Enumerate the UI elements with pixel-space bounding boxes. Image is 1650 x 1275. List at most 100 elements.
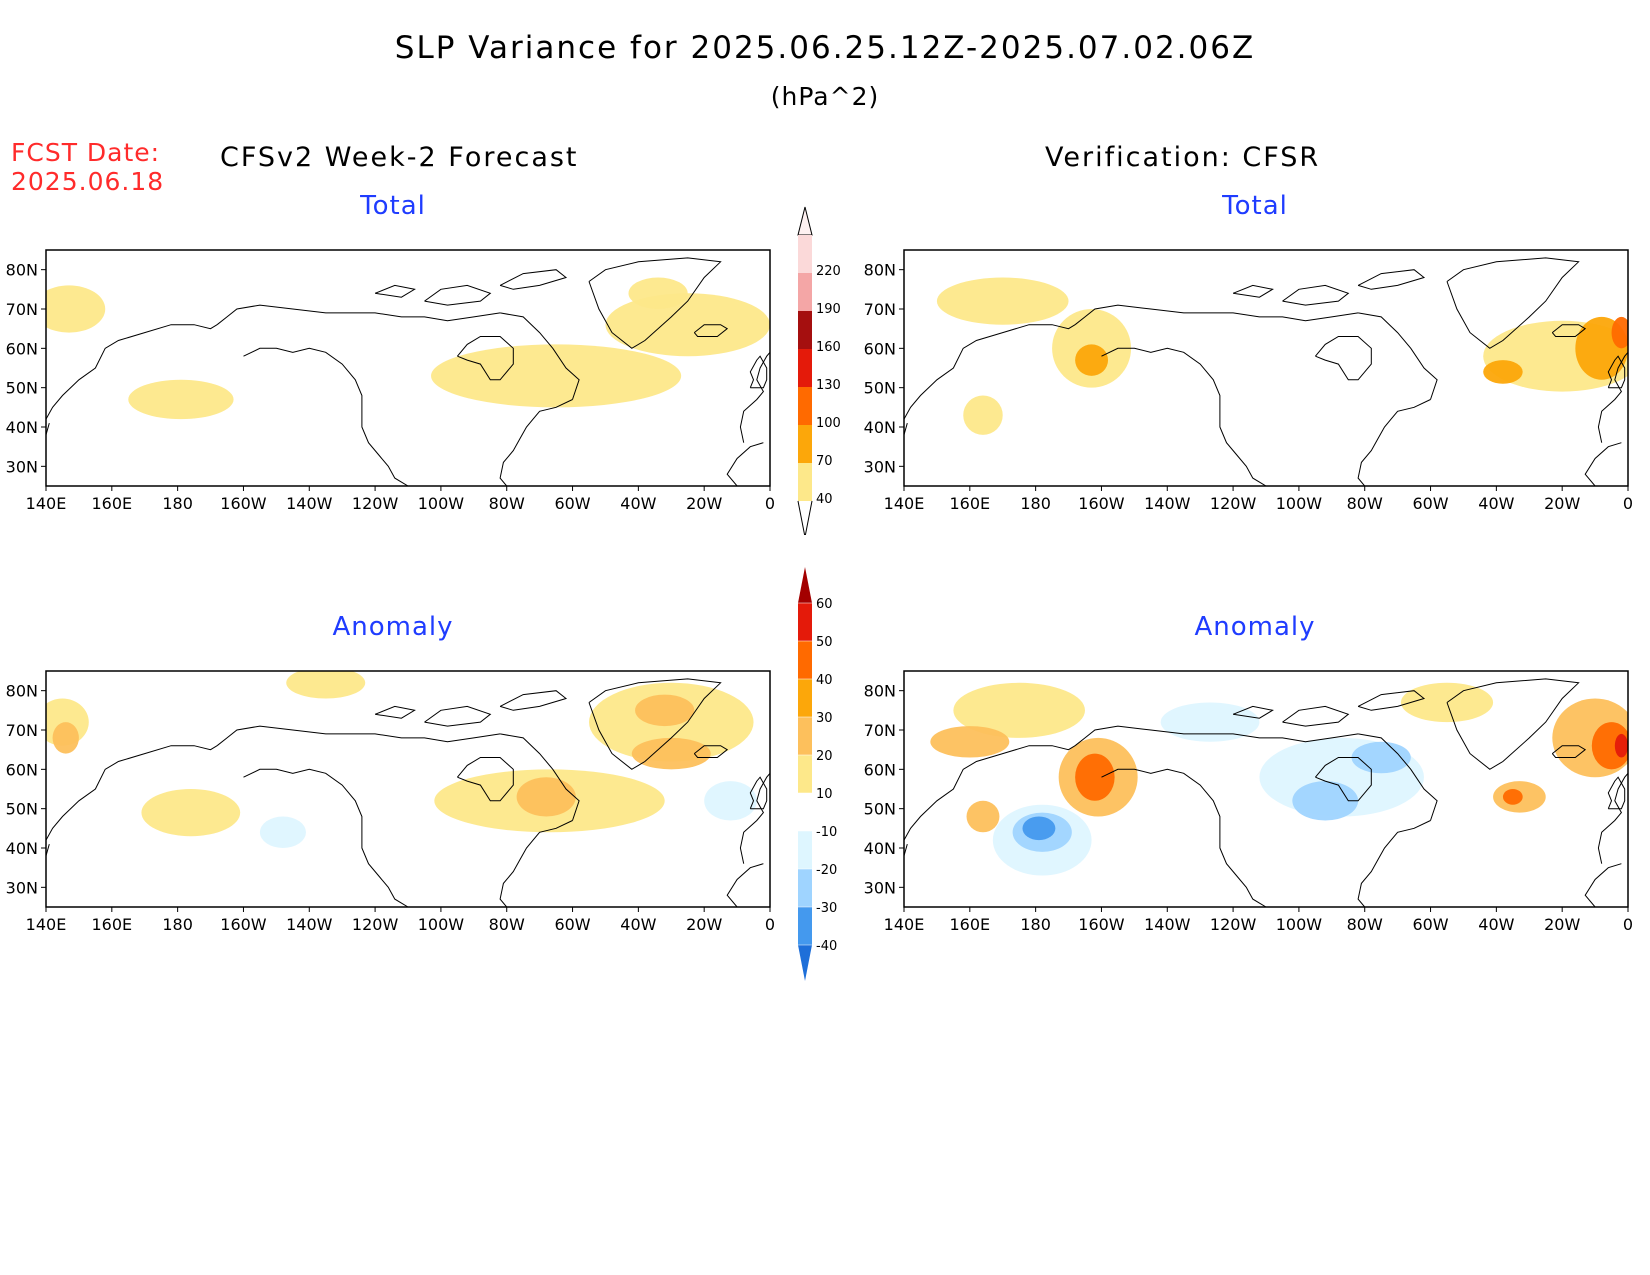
- coastline: [1315, 336, 1372, 381]
- coastline: [726, 863, 764, 907]
- coastline: [904, 745, 1076, 841]
- coastline: [499, 690, 568, 711]
- left-column-title: CFSv2 Week-2 Forecast: [220, 142, 579, 173]
- coastline: [749, 776, 768, 810]
- lon-tick-label: 160E: [91, 494, 132, 513]
- colorbar-label: 220: [816, 264, 841, 279]
- lon-tick-label: 120W: [1210, 915, 1257, 934]
- lon-tick-label: 160W: [220, 494, 267, 513]
- lon-tick-label: 40W: [620, 494, 656, 513]
- coastline: [1584, 442, 1622, 486]
- coastline: [243, 347, 409, 486]
- colorbar-top-arrow: [797, 206, 813, 236]
- coastline: [739, 351, 770, 443]
- contour-region: [635, 694, 695, 727]
- lon-tick-label: 20W: [1544, 494, 1580, 513]
- colorbar-label: -20: [816, 863, 837, 878]
- lon-tick-label: 140E: [884, 494, 925, 513]
- coastline: [46, 843, 50, 868]
- panel-title-top-left: Total: [360, 191, 426, 221]
- colorbar-swatch: [798, 311, 812, 349]
- contour-region: [1022, 816, 1056, 841]
- coastline: [726, 442, 764, 486]
- lon-tick-label: 160E: [949, 494, 990, 513]
- colorbar-label: 10: [816, 787, 833, 802]
- lat-tick-label: 80N: [864, 261, 896, 280]
- contour-region: [1591, 722, 1628, 770]
- contour-region: [605, 293, 770, 357]
- contour-region: [1075, 753, 1115, 801]
- coastline: [1315, 757, 1372, 802]
- colorbar-total: 220 190 160 130 100 70 40: [797, 206, 841, 535]
- contour-region: [963, 395, 1003, 435]
- lat-tick-label: 70N: [864, 300, 896, 319]
- lon-tick-label: 140W: [1144, 494, 1191, 513]
- coastline: [216, 304, 501, 326]
- colorbar-swatch: [798, 793, 812, 831]
- contour-region: [1160, 702, 1260, 742]
- lat-tick-label: 40N: [864, 839, 896, 858]
- coastline: [904, 422, 908, 447]
- colorbar-label: 20: [816, 749, 833, 764]
- panel-title-bottom-left: Anomaly: [332, 612, 454, 642]
- lon-tick-label: 100W: [418, 494, 465, 513]
- coastline: [1357, 399, 1431, 486]
- coastline: [374, 284, 416, 298]
- map-panel-verification-total: 140E 160E 180 160W 140W 120W 100W 80W 60W 40W 20W 0…: [864, 249, 1633, 513]
- lon-tick-label: 80W: [1347, 915, 1383, 934]
- coastline: [1232, 705, 1274, 719]
- coastline: [1551, 745, 1587, 758]
- lon-tick-label: 180: [162, 494, 193, 513]
- coastline: [243, 768, 409, 907]
- coastline: [588, 257, 722, 349]
- colorbar-swatch: [798, 907, 812, 945]
- fcst-date-label: FCST Date:: [11, 138, 161, 167]
- colorbar-label: 100: [816, 416, 841, 431]
- lon-tick-label: 40W: [620, 915, 656, 934]
- coastline: [1446, 678, 1580, 770]
- lat-tick-label: 30N: [864, 457, 896, 476]
- lon-tick-label: 20W: [686, 915, 722, 934]
- figure-title: SLP Variance for 2025.06.25.12Z-2025.07.…: [394, 30, 1256, 66]
- lat-tick-label: 60N: [864, 339, 896, 358]
- colorbar-swatch: [798, 349, 812, 387]
- map-frame: [45, 249, 771, 487]
- coastline: [1597, 772, 1628, 864]
- lon-tick-label: 180: [1020, 915, 1051, 934]
- contour-region: [1614, 733, 1628, 758]
- lat-tick-label: 60N: [864, 760, 896, 779]
- units-label: (hPa^2): [770, 82, 880, 111]
- lon-tick-label: 140E: [26, 915, 67, 934]
- lon-tick-label: 0: [1623, 915, 1633, 934]
- coastline: [374, 705, 416, 719]
- coastline: [457, 757, 514, 802]
- coastline: [1074, 725, 1359, 747]
- coastline: [904, 324, 1076, 420]
- coastline: [749, 355, 768, 389]
- lon-tick-label: 80W: [489, 915, 525, 934]
- map-frame: [903, 249, 1629, 487]
- map-panel-forecast-total: 140E 160E 180 160W 140W 120W 100W 80W 60W 40W 20W 0…: [6, 249, 775, 513]
- lat-tick-label: 60N: [6, 339, 38, 358]
- lon-tick-label: 160W: [1078, 915, 1125, 934]
- colorbar-bottom-arrow: [797, 500, 813, 535]
- coastline: [46, 745, 218, 841]
- lon-tick-label: 140W: [286, 915, 333, 934]
- coastline: [1357, 269, 1426, 290]
- colorbar-label: 50: [816, 635, 833, 650]
- coastline: [1282, 705, 1350, 727]
- colorbar-swatch: [798, 273, 812, 311]
- colorbar-anomaly: 60 50 40 30 20 10 -10 -20 -30 -40: [798, 567, 837, 981]
- colorbar-label: 130: [816, 378, 841, 393]
- colorbar-label: 40: [816, 492, 833, 507]
- coastline: [424, 284, 492, 306]
- lon-tick-label: 80W: [489, 494, 525, 513]
- lon-tick-label: 140W: [1144, 915, 1191, 934]
- contour-region: [631, 737, 711, 770]
- colorbar-label: 30: [816, 711, 833, 726]
- coastline: [1607, 355, 1626, 389]
- colorbar-swatch: [798, 717, 812, 755]
- contour-region: [259, 816, 306, 848]
- coastline: [1232, 284, 1274, 298]
- coastline: [1074, 304, 1359, 326]
